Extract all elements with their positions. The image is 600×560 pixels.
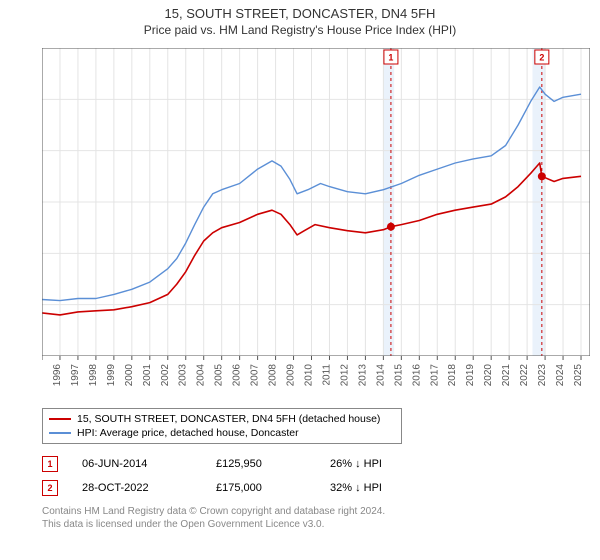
svg-text:2023: 2023 <box>537 364 548 387</box>
legend-box: 15, SOUTH STREET, DONCASTER, DN4 5FH (de… <box>42 408 402 444</box>
svg-text:2009: 2009 <box>286 364 297 387</box>
svg-text:2014: 2014 <box>375 364 386 387</box>
legend-row-series1: 15, SOUTH STREET, DONCASTER, DN4 5FH (de… <box>49 412 395 426</box>
svg-text:2025: 2025 <box>573 364 584 387</box>
attribution-line1: Contains HM Land Registry data © Crown c… <box>42 505 590 518</box>
sales-table: 1 06-JUN-2014 £125,950 26% ↓ HPI 2 28-OC… <box>42 452 590 500</box>
attribution-line2: This data is licensed under the Open Gov… <box>42 518 590 531</box>
legend-swatch-red <box>49 418 71 420</box>
svg-text:1: 1 <box>388 53 393 63</box>
svg-text:2018: 2018 <box>447 364 458 387</box>
sale-price-2: £175,000 <box>216 482 306 494</box>
svg-text:2011: 2011 <box>321 364 332 386</box>
sale-row-2: 2 28-OCT-2022 £175,000 32% ↓ HPI <box>42 476 590 500</box>
legend-swatch-blue <box>49 432 71 434</box>
svg-text:2015: 2015 <box>393 364 404 387</box>
svg-text:2013: 2013 <box>357 364 368 387</box>
svg-text:2000: 2000 <box>124 364 135 387</box>
sale-date-2: 28-OCT-2022 <box>82 482 192 494</box>
svg-text:2021: 2021 <box>501 364 512 387</box>
svg-text:1997: 1997 <box>70 364 81 387</box>
sale-marker-2: 2 <box>42 480 58 496</box>
svg-text:1998: 1998 <box>88 364 99 387</box>
svg-text:2019: 2019 <box>465 364 476 387</box>
svg-text:1996: 1996 <box>52 364 63 387</box>
svg-text:2022: 2022 <box>519 364 530 387</box>
legend-label-series2: HPI: Average price, detached house, Donc… <box>77 427 299 439</box>
svg-text:2001: 2001 <box>142 364 153 387</box>
chart-title: 15, SOUTH STREET, DONCASTER, DN4 5FH <box>0 0 600 21</box>
sale-row-1: 1 06-JUN-2014 £125,950 26% ↓ HPI <box>42 452 590 476</box>
svg-text:1995: 1995 <box>42 364 45 387</box>
sale-marker-1: 1 <box>42 456 58 472</box>
sale-pct-2: 32% ↓ HPI <box>330 482 430 494</box>
svg-text:2: 2 <box>539 53 544 63</box>
svg-text:2007: 2007 <box>250 364 261 387</box>
legend-row-series2: HPI: Average price, detached house, Donc… <box>49 426 395 440</box>
svg-text:1999: 1999 <box>106 364 117 387</box>
svg-text:2005: 2005 <box>214 364 225 387</box>
svg-text:2016: 2016 <box>411 364 422 387</box>
svg-text:2017: 2017 <box>429 364 440 387</box>
svg-text:2024: 2024 <box>555 364 566 387</box>
chart-x-axis: 1995 1996 1997 1998 1999 2000 2001 2002 2003 2004… <box>42 356 590 404</box>
svg-text:2008: 2008 <box>268 364 279 387</box>
svg-text:2020: 2020 <box>483 364 494 387</box>
svg-text:2003: 2003 <box>178 364 189 387</box>
svg-text:2010: 2010 <box>304 364 315 387</box>
sale-price-1: £125,950 <box>216 458 306 470</box>
svg-text:2004: 2004 <box>196 364 207 387</box>
chart-subtitle: Price paid vs. HM Land Registry's House … <box>0 21 600 41</box>
sale-date-1: 06-JUN-2014 <box>82 458 192 470</box>
svg-text:2006: 2006 <box>232 364 243 387</box>
chart-plot-area: £0£50K£100K£150K£200K£250K£300K12 <box>42 48 590 356</box>
legend-label-series1: 15, SOUTH STREET, DONCASTER, DN4 5FH (de… <box>77 413 380 425</box>
svg-text:2012: 2012 <box>339 364 350 387</box>
sale-pct-1: 26% ↓ HPI <box>330 458 430 470</box>
attribution-text: Contains HM Land Registry data © Crown c… <box>42 505 590 531</box>
svg-text:2002: 2002 <box>160 364 171 387</box>
